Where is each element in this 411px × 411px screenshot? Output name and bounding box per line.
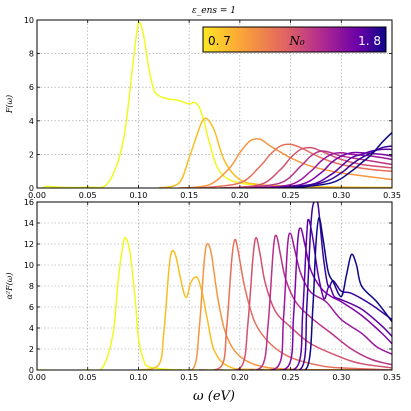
y-tick-label: 6 xyxy=(29,83,34,92)
bottom-series-line-2 xyxy=(178,243,392,370)
top-series-line-2 xyxy=(178,138,392,188)
top-series-line-9 xyxy=(279,145,392,188)
bottom-ylabel: α²F(ω) xyxy=(5,273,14,300)
x-tick-label: 0.00 xyxy=(28,373,46,382)
bottom-series-line-7 xyxy=(259,227,392,370)
y-tick-label: 2 xyxy=(29,345,34,354)
top-tick-labels: 0.00 0.05 0.10 0.15 0.20 0.25 0.30 0.35 0 2 4 6 8 10 xyxy=(24,16,401,200)
y-tick-label: 0 xyxy=(29,184,34,193)
top-series-line-5 xyxy=(239,150,392,188)
y-tick-label: 10 xyxy=(24,16,34,25)
x-tick-label: 0.30 xyxy=(332,191,350,200)
x-tick-label: 0.10 xyxy=(130,191,148,200)
bottom-series-line-6 xyxy=(249,232,392,370)
bottom-series-line-4 xyxy=(218,236,392,370)
bottom-series-group xyxy=(37,202,392,370)
y-tick-label: 8 xyxy=(29,50,34,59)
top-series-line-10 xyxy=(289,131,392,188)
top-title: ε_ens = 1 xyxy=(192,6,236,16)
x-tick-label: 0.05 xyxy=(79,191,97,200)
colorbar-max-label: 1. 8 xyxy=(358,34,381,48)
top-series-line-0 xyxy=(41,21,392,188)
y-tick-label: 16 xyxy=(24,198,34,207)
x-tick-label: 0.10 xyxy=(130,373,148,382)
x-tick-label: 0.15 xyxy=(180,373,198,382)
bottom-panel: 0.00 0.05 0.10 0.15 0.20 0.25 0.30 0.35 0 2 4 6 8 10 1… xyxy=(5,198,401,404)
top-ylabel: F(ω) xyxy=(5,95,14,114)
y-tick-label: 4 xyxy=(29,117,34,126)
y-tick-label: 10 xyxy=(24,261,34,270)
x-tick-label: 0.35 xyxy=(383,373,401,382)
top-panel: 0.00 0.05 0.10 0.15 0.20 0.25 0.30 0.350246810 … xyxy=(5,6,401,200)
bottom-series-line-9 xyxy=(279,202,392,370)
bottom-series-line-8 xyxy=(269,218,392,370)
x-tick-label: 0.25 xyxy=(282,191,300,200)
bottom-series-line-1 xyxy=(137,249,392,370)
top-series-group xyxy=(41,21,392,188)
y-tick-label: 8 xyxy=(29,282,34,291)
x-tick-label: 0.30 xyxy=(332,373,350,382)
y-tick-label: 4 xyxy=(29,324,34,333)
top-plot-frame xyxy=(36,19,393,189)
x-tick-label: 0.20 xyxy=(231,373,249,382)
bottom-xlabel: ω (eV) xyxy=(193,389,235,404)
colorbar-gradient xyxy=(202,26,387,53)
bottom-grid xyxy=(37,202,392,370)
y-tick-label: 12 xyxy=(24,240,34,249)
x-tick-label: 0.20 xyxy=(231,191,249,200)
bottom-tick-labels: 0.00 0.05 0.10 0.15 0.20 0.25 0.30 0.35 0 2 4 6 8 10 1… xyxy=(24,198,401,382)
colorbar-legend: 0. 7 N₀ 1. 8 xyxy=(202,26,387,53)
y-tick-label: 6 xyxy=(29,303,34,312)
x-tick-label: 0.00 xyxy=(28,191,46,200)
x-tick-label: 0.15 xyxy=(180,191,198,200)
x-tick-label: 0.25 xyxy=(282,373,300,382)
top-series-line-4 xyxy=(218,146,392,188)
colorbar-mid-label: N₀ xyxy=(288,34,305,48)
y-tick-label: 14 xyxy=(24,219,34,228)
y-tick-label: 2 xyxy=(29,150,34,159)
x-tick-label: 0.35 xyxy=(383,191,401,200)
y-tick-label: 0 xyxy=(29,366,34,375)
top-series-line-7 xyxy=(259,151,392,188)
bottom-series-line-10 xyxy=(289,216,392,370)
bottom-series-line-3 xyxy=(198,238,392,370)
x-tick-label: 0.05 xyxy=(79,373,97,382)
colorbar-min-label: 0. 7 xyxy=(208,34,231,48)
